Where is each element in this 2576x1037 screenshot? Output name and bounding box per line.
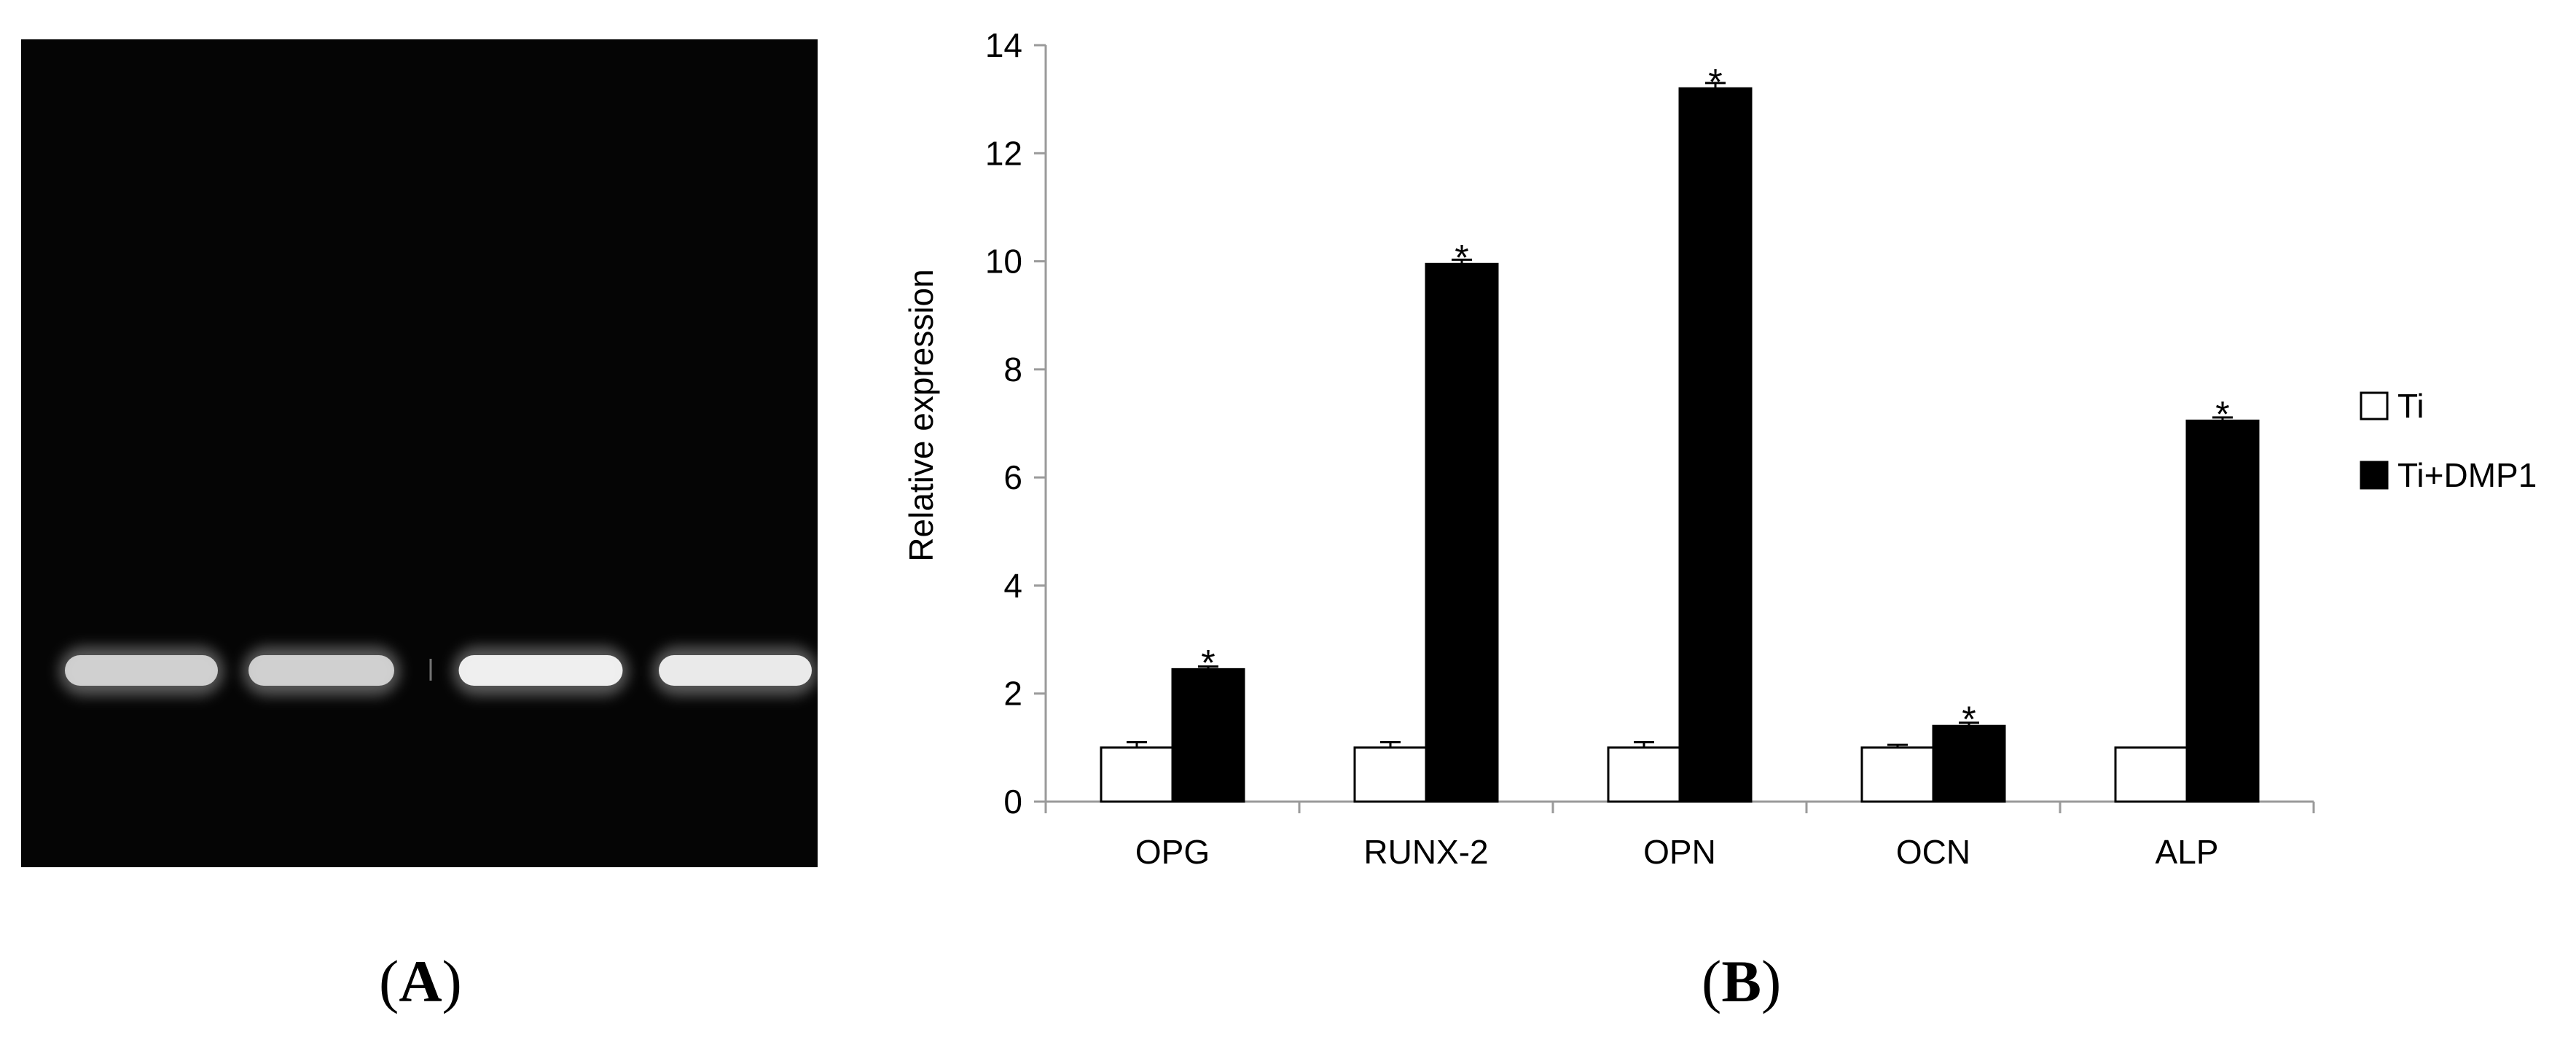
- y-tick-label-4: 4: [1003, 566, 1022, 604]
- panel-label-a: (A): [379, 948, 462, 1014]
- legend-label-ti: Ti: [2397, 387, 2424, 425]
- legend: Ti Ti+DMP1: [2360, 387, 2537, 494]
- legend-label-ti-dmp1: Ti+DMP1: [2397, 456, 2537, 494]
- bar-opg-ti: [1100, 746, 1174, 803]
- bar-alp-ti-dmp1: [2185, 419, 2260, 803]
- bar-opn-ti: [1607, 746, 1681, 803]
- panel-label-b-text: B: [1721, 948, 1762, 1014]
- gel-band-3: [458, 655, 623, 686]
- x-tick-label-opg: OPG: [1135, 833, 1210, 871]
- x-axis: OPG RUNX-2 OPN OCN ALP: [1044, 800, 2315, 871]
- bar-runx-2-ti: [1353, 746, 1428, 803]
- bar-ocn-ti: [1860, 746, 1935, 803]
- significance-marker-runx-2: *: [1455, 237, 1468, 278]
- bar-alp-ti: [2114, 746, 2188, 803]
- y-tick-label-0: 0: [1003, 783, 1022, 821]
- x-tick-label-opn: OPN: [1643, 833, 1716, 871]
- y-tick-label-6: 6: [1003, 458, 1022, 496]
- y-tick-label-10: 10: [985, 243, 1022, 281]
- significance-marker-alp: *: [2215, 394, 2229, 434]
- gel-background: [21, 39, 818, 867]
- x-tick-label-ocn: OCN: [1896, 833, 1970, 871]
- panel-label-a-text: A: [399, 948, 442, 1014]
- bar-opg-ti-dmp1: [1171, 668, 1245, 803]
- bars: * * * * *: [1100, 61, 2260, 803]
- legend-swatch-ti: [2360, 391, 2389, 420]
- y-tick-label-14: 14: [985, 26, 1022, 64]
- y-axis-label: Relative expression: [902, 269, 940, 561]
- bar-opn-ti-dmp1: [1678, 87, 1753, 803]
- significance-marker-opg: *: [1201, 642, 1215, 683]
- significance-marker-ocn: *: [1962, 699, 1976, 740]
- y-tick-label-2: 2: [1003, 675, 1022, 713]
- bar-ocn-ti-dmp1: [1932, 724, 2006, 803]
- legend-swatch-ti-dmp1: [2360, 461, 2389, 490]
- bar-runx-2-ti-dmp1: [1425, 262, 1499, 803]
- gel-bands: [59, 646, 818, 696]
- y-tick-label-8: 8: [1003, 351, 1022, 388]
- panel-label-b: (B): [1702, 948, 1782, 1014]
- gel-electrophoresis-image: [21, 39, 818, 867]
- x-tick-label-alp: ALP: [2156, 833, 2219, 871]
- y-axis: 0 2 4 6 8 10 12 14: [985, 26, 1047, 821]
- gel-band-4: [659, 655, 812, 686]
- y-tick-label-12: 12: [985, 134, 1022, 172]
- significance-marker-opn: *: [1708, 61, 1722, 102]
- gel-band-2: [248, 655, 394, 686]
- gel-band-1: [65, 655, 218, 686]
- x-tick-label-runx-2: RUNX-2: [1363, 833, 1488, 871]
